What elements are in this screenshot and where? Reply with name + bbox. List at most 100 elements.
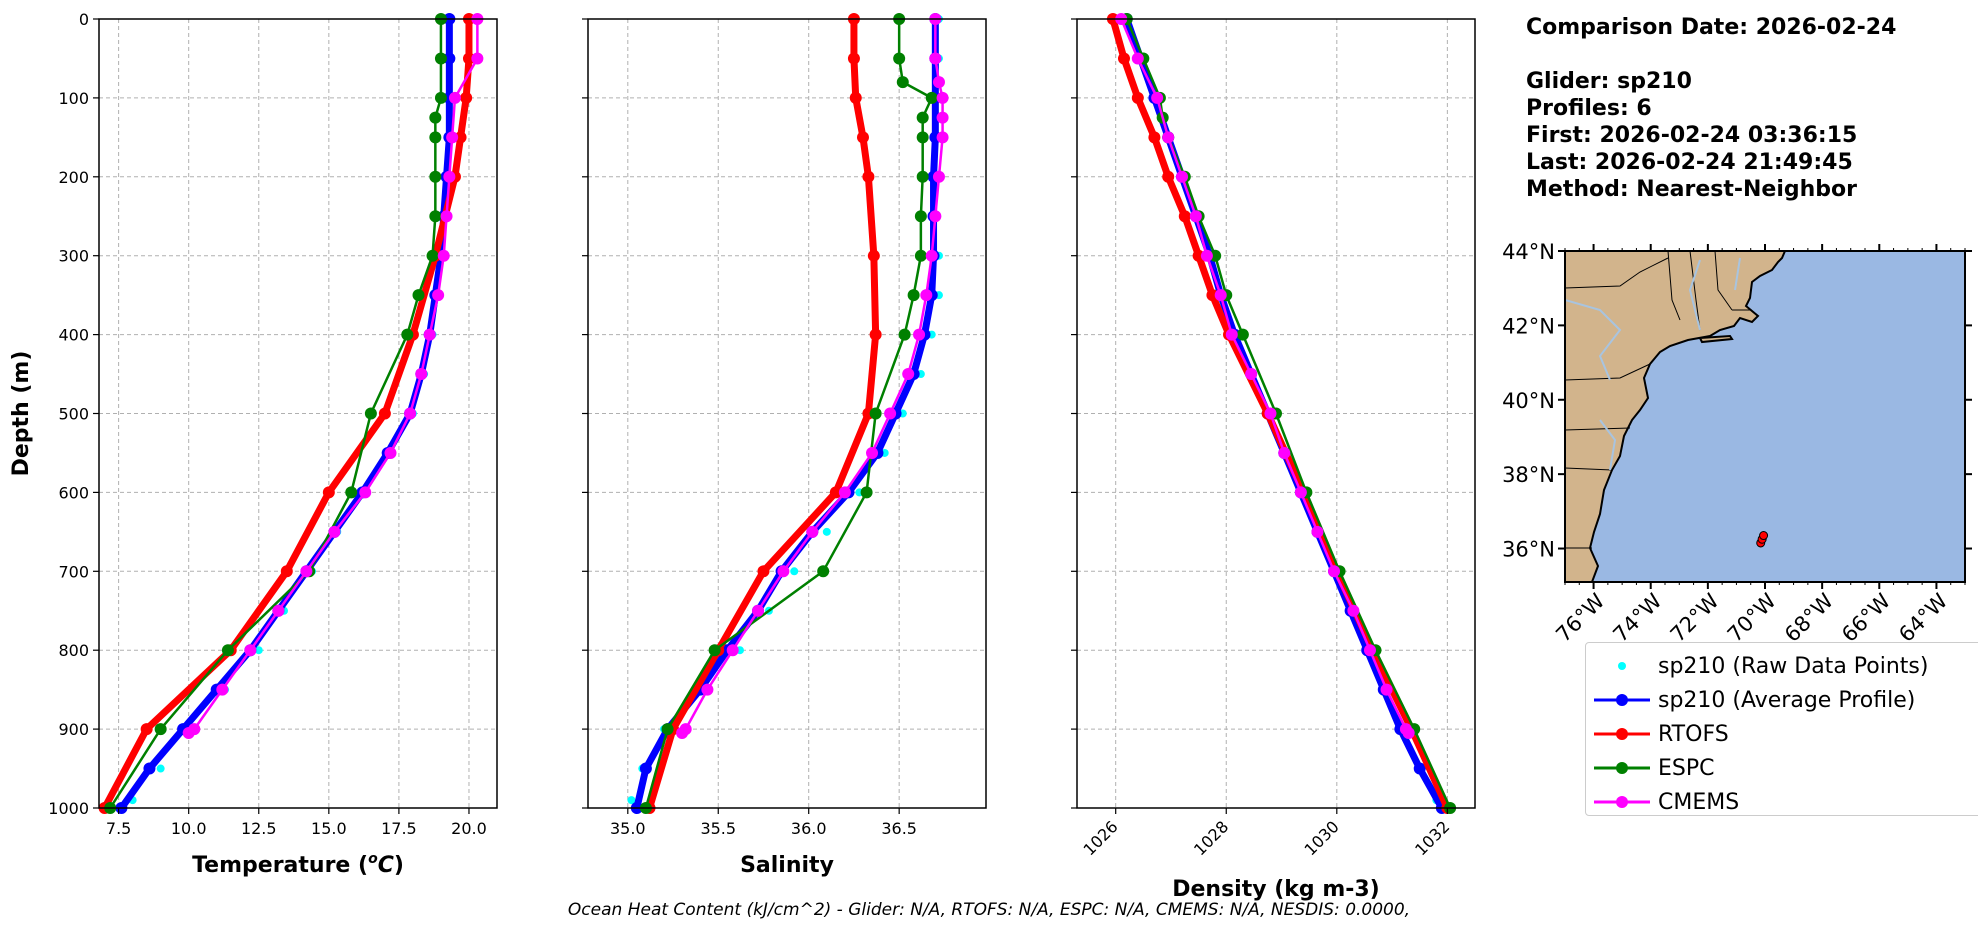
data-point: [429, 170, 442, 183]
data-point: [1162, 170, 1175, 183]
data-point: [221, 644, 234, 657]
data-point: [1200, 249, 1213, 262]
profile-panel-3: 1026 1028 1030 1032 Density (kg m-3): [1071, 13, 1476, 902]
data-point: [423, 328, 436, 341]
data-point: [925, 91, 938, 104]
data-point: [932, 170, 945, 183]
glider-location-map: 44°N 42°N 40°N 38°N 36°N 76°W 74°W 72°W 70°W 68°W…: [1502, 240, 1972, 647]
data-point: [412, 289, 425, 302]
data-point: [757, 565, 770, 578]
y-tick-label: 600: [58, 483, 89, 502]
profile-panel-2: 35.0 35.5 36.0 36.5 Salinity: [582, 13, 987, 878]
x-tick-label: 36.5: [881, 819, 917, 838]
data-point: [1206, 289, 1219, 302]
x-axis-label: Salinity: [740, 853, 834, 878]
y-tick-label: 100: [58, 89, 89, 108]
glider-name: Glider: sp210: [1526, 69, 1692, 94]
data-point: [443, 52, 456, 65]
series-line: [187, 19, 479, 735]
data-point: [869, 407, 882, 420]
data-point: [182, 727, 195, 740]
lon-tick-label: 64°W: [1894, 589, 1952, 647]
data-point: [752, 604, 765, 617]
data-point: [443, 170, 456, 183]
y-tick-label: 400: [58, 326, 89, 345]
data-point: [806, 525, 819, 538]
x-tick-label: 10.0: [171, 819, 207, 838]
data-point: [869, 328, 882, 341]
data-point: [143, 762, 156, 775]
data-point: [929, 52, 942, 65]
data-point: [1117, 52, 1130, 65]
data-point: [454, 131, 467, 144]
data-point: [1214, 289, 1227, 302]
series-espc: [104, 13, 447, 814]
y-tick-label: 300: [58, 247, 89, 266]
data-point: [434, 91, 447, 104]
data-point: [446, 131, 459, 144]
data-point: [1236, 328, 1249, 341]
data-point: [701, 683, 714, 696]
method: Method: Nearest-Neighbor: [1526, 177, 1857, 202]
series-line: [681, 19, 944, 734]
lat-tick-label: 42°N: [1502, 314, 1555, 338]
data-point: [429, 111, 442, 124]
glider-position-marker: [1759, 531, 1769, 541]
data-point: [829, 486, 842, 499]
series-line: [109, 19, 443, 809]
lat-tick-label: 36°N: [1502, 538, 1555, 562]
data-point: [862, 170, 875, 183]
series-espc: [639, 13, 938, 814]
data-point: [1278, 446, 1291, 459]
last-time: Last: 2026-02-24 21:49:45: [1526, 150, 1853, 175]
data-point: [437, 249, 450, 262]
data-point: [426, 249, 439, 262]
y-tick-label: 800: [58, 641, 89, 660]
data-point: [936, 111, 949, 124]
legend-entry: sp210 (Raw Data Points): [1586, 649, 1966, 683]
data-point: [364, 407, 377, 420]
data-point: [1148, 131, 1161, 144]
data-point: [1245, 368, 1258, 381]
data-point: [404, 407, 417, 420]
series-line: [1120, 18, 1410, 734]
legend-entry: RTOFS: [1586, 717, 1966, 751]
series-cmems: [182, 13, 484, 740]
data-point: [440, 210, 453, 223]
lon-tick-label: 74°W: [1609, 589, 1667, 647]
lat-tick-label: 44°N: [1502, 240, 1555, 264]
map-rivers: [1565, 257, 1741, 471]
data-point: [1264, 407, 1277, 420]
data-point: [434, 52, 447, 65]
data-point: [925, 249, 938, 262]
data-point: [929, 210, 942, 223]
data-point: [280, 565, 293, 578]
data-point: [1294, 486, 1307, 499]
data-point: [867, 249, 880, 262]
data-point: [378, 407, 391, 420]
x-tick-label: 7.5: [106, 819, 131, 838]
data-point: [777, 565, 790, 578]
data-point: [914, 249, 927, 262]
x-tick-label: 17.5: [381, 819, 417, 838]
data-point: [1131, 91, 1144, 104]
ocean-heat-content-footer: Ocean Heat Content (kJ/cm^2) - Glider: N…: [567, 900, 1411, 920]
data-point: [359, 486, 372, 499]
data-point: [328, 525, 341, 538]
legend-swatch: [1594, 694, 1650, 706]
map-land: [1565, 251, 1787, 582]
x-tick-label: 12.5: [241, 819, 277, 838]
data-point: [1311, 525, 1324, 538]
legend-label: sp210 (Raw Data Points): [1658, 654, 1929, 679]
x-axis-label: Temperature (oC): [192, 851, 404, 878]
data-point: [916, 111, 929, 124]
data-point: [448, 91, 461, 104]
x-tick-label: 36.0: [791, 819, 827, 838]
x-tick-label: 1030: [1301, 817, 1343, 859]
data-point: [1192, 249, 1205, 262]
legend-swatch: [1594, 762, 1650, 774]
x-tick-label: 1028: [1190, 817, 1232, 859]
data-point: [345, 486, 358, 499]
data-point: [1380, 683, 1393, 696]
data-point: [156, 764, 165, 773]
